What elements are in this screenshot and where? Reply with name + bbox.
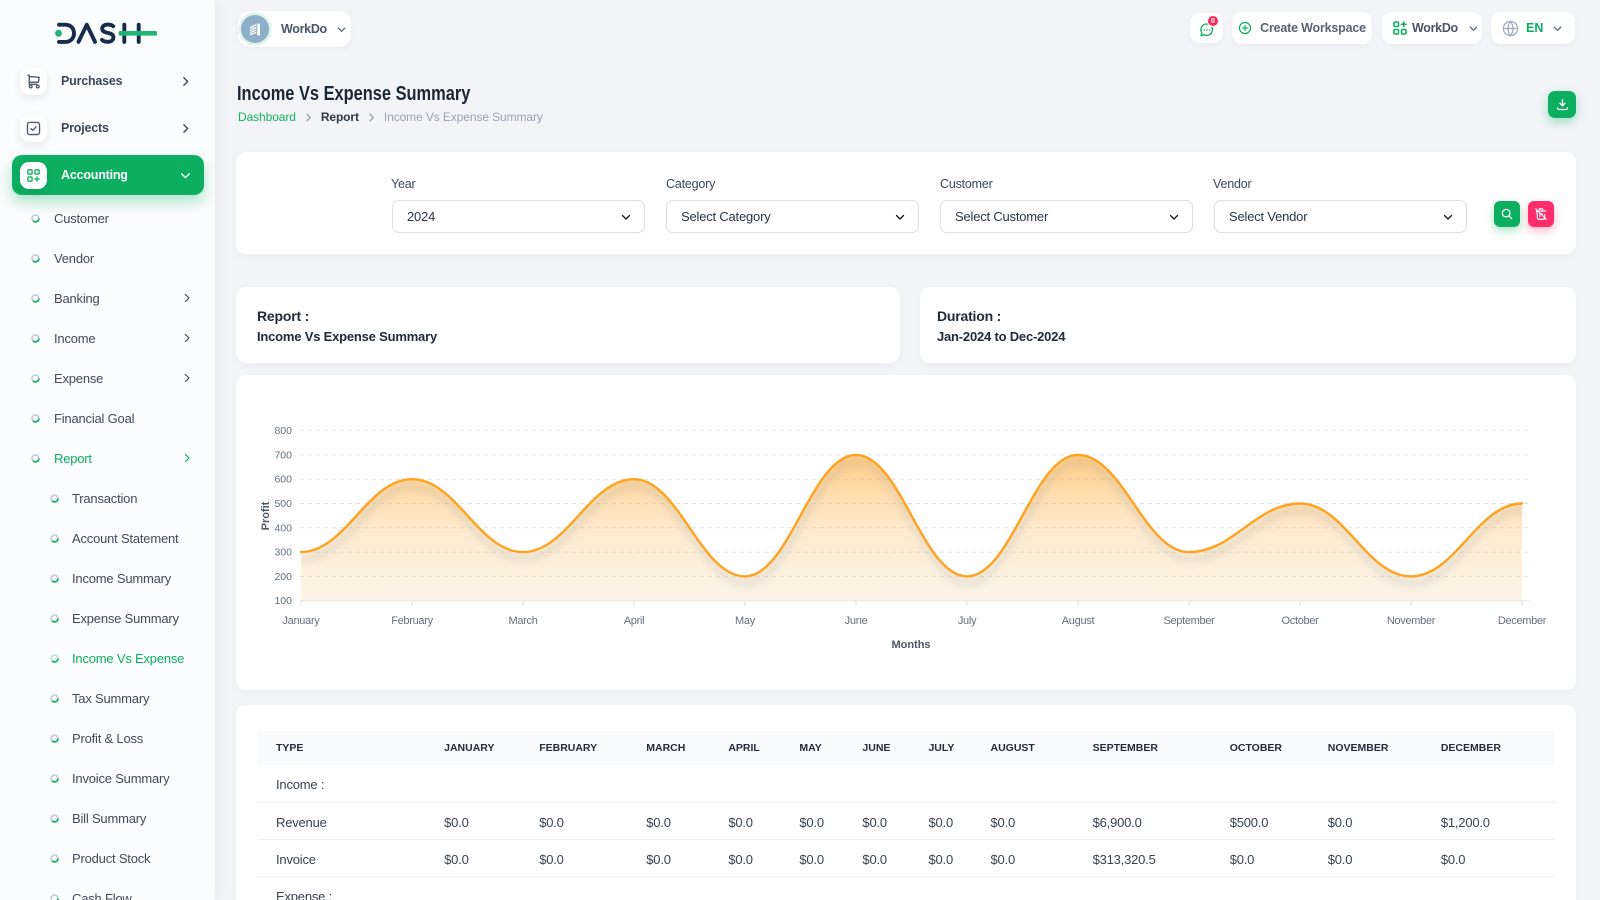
svg-text:April: April xyxy=(624,615,645,627)
svg-text:October: October xyxy=(1281,615,1319,627)
svg-text:September: September xyxy=(1163,615,1215,627)
svg-text:November: November xyxy=(1387,615,1436,627)
svg-text:400: 400 xyxy=(274,522,292,534)
svg-text:August: August xyxy=(1062,615,1095,627)
svg-text:March: March xyxy=(508,615,537,627)
svg-text:December: December xyxy=(1498,615,1547,627)
svg-text:June: June xyxy=(845,615,868,627)
svg-text:May: May xyxy=(735,615,756,627)
svg-text:February: February xyxy=(391,615,433,627)
svg-text:600: 600 xyxy=(274,474,292,486)
svg-text:Months: Months xyxy=(891,639,930,651)
svg-text:800: 800 xyxy=(274,425,292,437)
svg-text:700: 700 xyxy=(274,449,292,461)
svg-text:100: 100 xyxy=(274,595,292,607)
svg-text:July: July xyxy=(958,615,977,627)
svg-text:300: 300 xyxy=(274,547,292,559)
svg-text:January: January xyxy=(282,615,320,627)
svg-text:200: 200 xyxy=(274,571,292,583)
svg-text:Profit: Profit xyxy=(260,501,272,530)
svg-text:500: 500 xyxy=(274,498,292,510)
